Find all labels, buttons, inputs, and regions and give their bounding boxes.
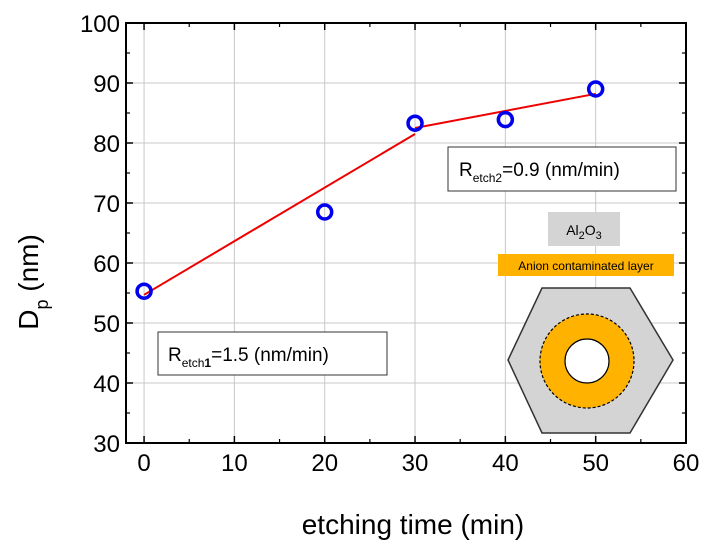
fit-segment-1 [143,133,416,296]
inset-schematic: Al2O3 Anion contaminated layer [498,212,674,434]
y-tick-label: 50 [93,311,120,338]
x-tick-label: 50 [582,450,609,477]
y-tick-label: 40 [93,371,120,398]
rate1-annotation: Retch1=1.5 (nm/min) [157,331,388,376]
rate1-prefix: R [168,345,182,366]
y-axis-title: Dp (nm) [13,234,52,330]
svg-text:Retch2=0.9 (nm/min): Retch2=0.9 (nm/min) [459,160,620,185]
svg-text:Retch1=1.5 (nm/min): Retch1=1.5 (nm/min) [168,345,329,370]
data-point [315,203,334,221]
al2o3-label: Al2O3 [566,222,602,242]
x-tick-label: 0 [137,450,150,477]
rate1-sub-a: etch [182,356,205,370]
x-tick-label: 40 [492,450,519,477]
rate2-prefix: R [459,160,473,181]
x-tick-label: 20 [311,450,338,477]
y-tick-label: 60 [93,251,120,278]
data-point [406,114,424,132]
rate2-value: =0.9 (nm/min) [502,160,620,181]
y-tick-label: 100 [80,11,120,38]
rate2-sub: etch2 [473,171,503,185]
svg-text:Dp (nm): Dp (nm) [13,234,52,330]
data-point [586,80,605,98]
y-axis-title-unit: (nm) [13,234,44,292]
y-axis-title-main: D [13,310,44,330]
data-points [135,80,605,300]
x-tick-label: 60 [673,450,700,477]
x-axis-title: etching time (min) [302,509,525,540]
y-tick-label: 80 [93,131,120,158]
y-axis-title-sub: p [32,300,52,310]
y-tick-label: 90 [93,71,120,98]
axis-ticks: 0 10 20 30 40 50 60 30 40 50 60 70 80 90 100 [80,11,699,477]
y-tick-label: 70 [93,191,120,218]
data-point [135,282,153,300]
x-tick-label: 30 [402,450,429,477]
core-hole [564,338,610,384]
x-tick-label: 10 [221,450,248,477]
rate1-value: =1.5 (nm/min) [211,345,329,366]
contaminated-layer-label: Anion contaminated layer [518,259,653,273]
y-tick-label: 30 [93,431,120,458]
rate1-sub-b: 1 [204,356,211,370]
rate2-annotation: Retch2=0.9 (nm/min) [447,146,677,192]
data-point [496,110,515,129]
